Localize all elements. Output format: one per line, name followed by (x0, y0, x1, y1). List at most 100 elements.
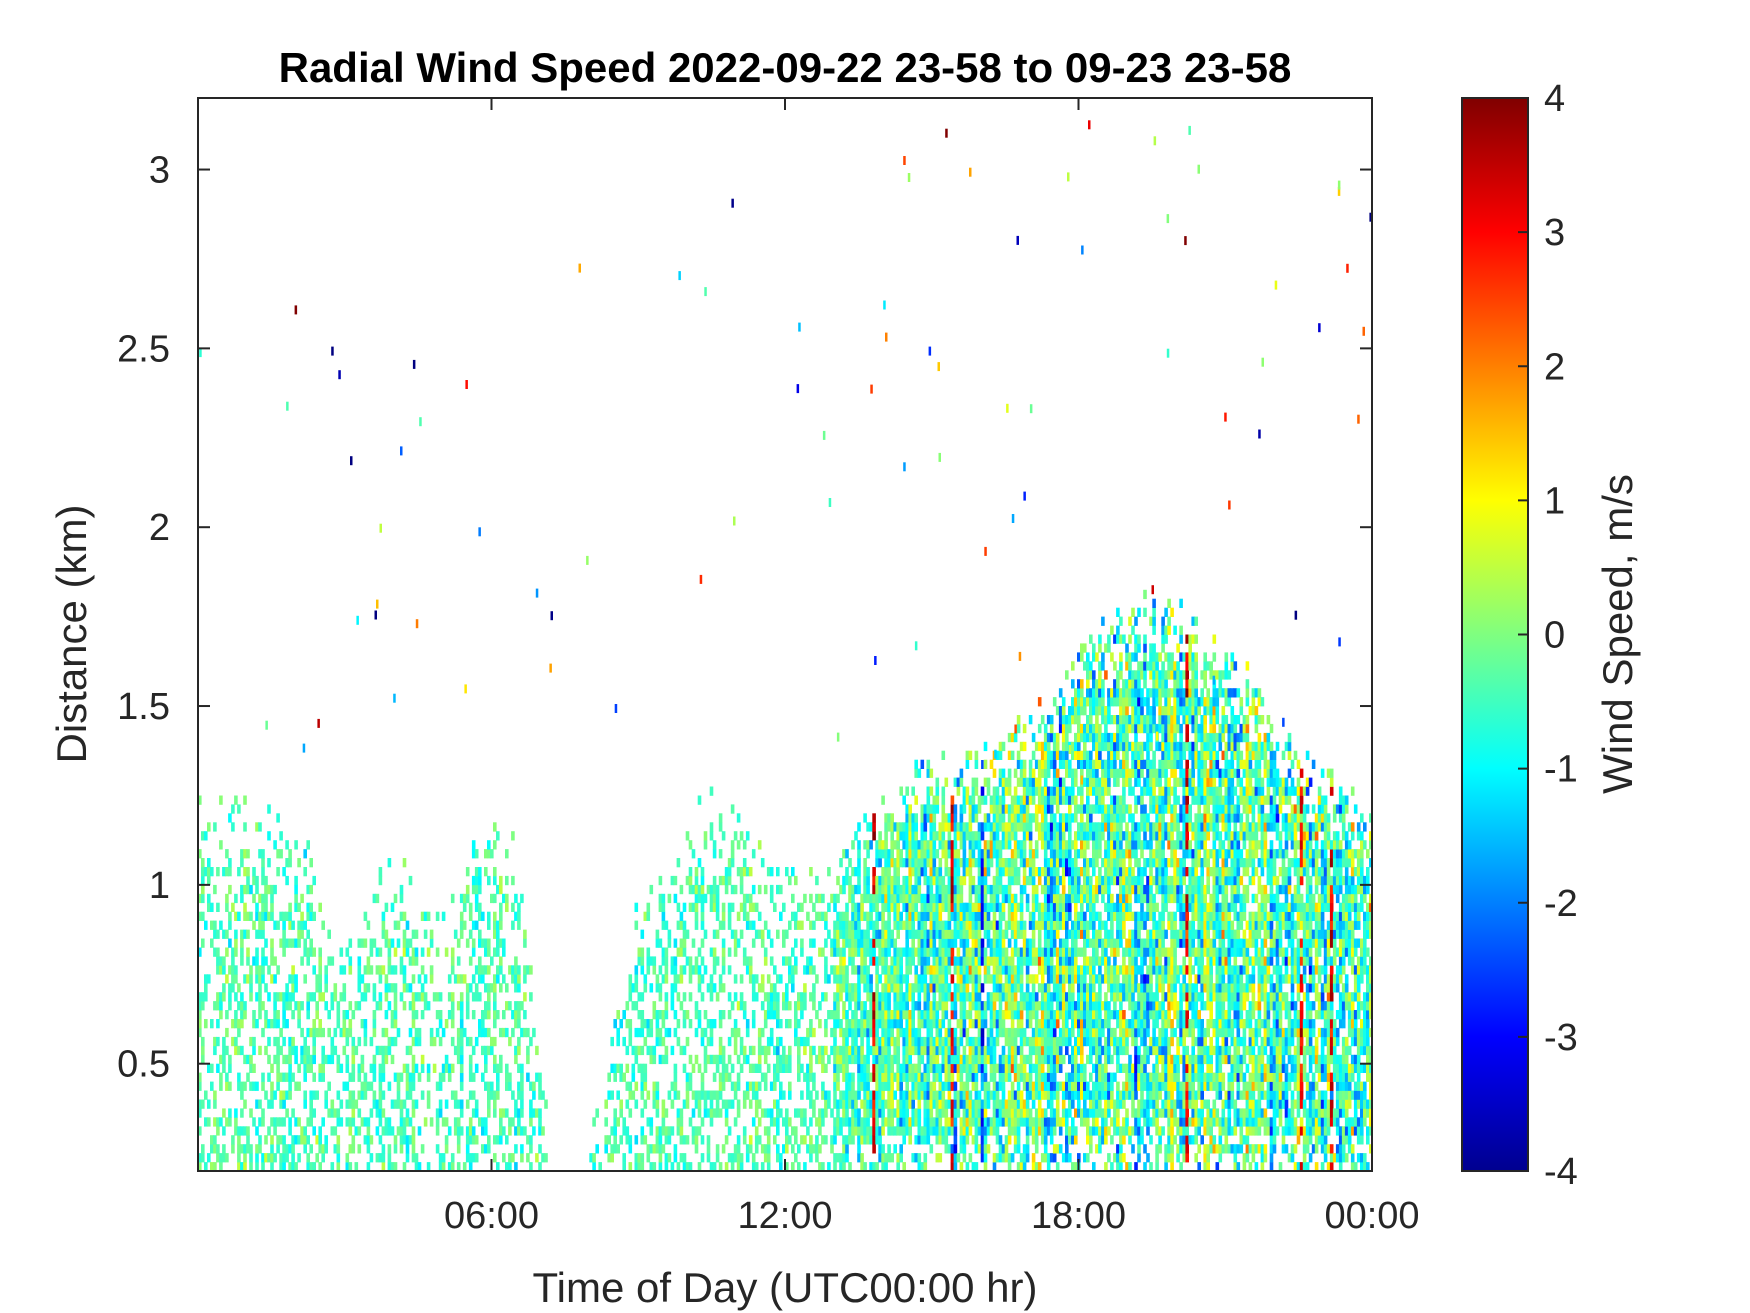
heatmap-cell (815, 875, 819, 886)
heatmap-cell (980, 1054, 985, 1065)
heatmap-cell (303, 1144, 307, 1154)
heatmap-cell (757, 1027, 762, 1038)
heatmap-cell (718, 1081, 723, 1091)
heatmap-cell (333, 1126, 338, 1136)
heatmap-cell (944, 1135, 949, 1145)
heatmap-cell (1025, 1126, 1030, 1136)
heatmap-cell (240, 1108, 244, 1118)
heatmap-cell (715, 1144, 720, 1154)
heatmap-cell (917, 1019, 922, 1029)
heatmap-cell (1034, 822, 1039, 832)
heatmap-cell (851, 920, 855, 930)
heatmap-cell (905, 813, 909, 823)
heatmap-cell (929, 768, 934, 778)
heatmap-cell (1055, 1036, 1060, 1047)
heatmap-cell (812, 1099, 816, 1109)
heatmap-cell (763, 1010, 768, 1020)
heatmap-cell (493, 1019, 497, 1029)
heatmap-cell (474, 992, 479, 1002)
heatmap-cell (932, 1036, 937, 1047)
heatmap-cell (968, 974, 973, 984)
heatmap-cell (246, 974, 250, 984)
heatmap-cell (646, 1027, 651, 1038)
heatmap-cell (273, 1054, 277, 1065)
heatmap-cell (435, 992, 440, 1002)
heatmap-cell (474, 920, 479, 930)
heatmap-cell (667, 938, 672, 948)
heatmap-cell (201, 858, 205, 868)
heatmap-cell (947, 813, 952, 823)
heatmap-cell (839, 983, 843, 993)
heatmap-cell (730, 884, 735, 895)
heatmap-cell (1013, 858, 1018, 868)
heatmap-cell (1022, 741, 1027, 752)
heatmap-cell (408, 1027, 413, 1038)
heatmap-cell (932, 974, 937, 984)
heatmap-cell (851, 867, 855, 877)
heatmap-cell (833, 938, 837, 948)
heatmap-cell (1010, 1090, 1015, 1100)
heatmap-cell (1034, 849, 1039, 859)
heatmap-cell (836, 992, 840, 1002)
heatmap-cell (938, 1027, 943, 1038)
heatmap-cell (917, 938, 922, 948)
heatmap-cell (616, 1036, 620, 1047)
heatmap-cell (312, 1162, 316, 1171)
heatmap-cell (751, 974, 756, 984)
heatmap-cell (285, 1108, 289, 1118)
heatmap-cell (986, 1081, 991, 1091)
heatmap-cell (821, 1054, 825, 1065)
heatmap-cell (1016, 849, 1021, 859)
heatmap-cell (465, 938, 470, 948)
heatmap-cell (402, 965, 407, 975)
heatmap-cell (462, 893, 467, 904)
heatmap-cell (1046, 822, 1051, 832)
heatmap-cell (1007, 911, 1012, 921)
heatmap-cell (878, 1054, 882, 1065)
heatmap-cell (980, 893, 985, 904)
heatmap-cell (863, 1001, 867, 1011)
heatmap-cell (983, 1045, 988, 1056)
heatmap-cell (730, 929, 735, 939)
heatmap-cell (249, 974, 253, 984)
heatmap-cell (682, 1135, 687, 1145)
heatmap-cell (769, 1108, 774, 1118)
heatmap-cell (959, 1027, 964, 1038)
heatmap-cell (857, 947, 861, 957)
heatmap-cell (920, 1126, 925, 1136)
heatmap-cell (456, 1126, 461, 1136)
heatmap-cell (261, 1072, 265, 1082)
heatmap-cell (1049, 1153, 1054, 1163)
heatmap-cell (745, 1144, 750, 1154)
heatmap-cell (700, 1081, 705, 1091)
heatmap-cell (517, 911, 521, 921)
heatmap-cell (1025, 893, 1030, 904)
heatmap-cell (297, 920, 301, 930)
heatmap-cell (971, 795, 976, 805)
heatmap-cell (848, 1135, 852, 1145)
heatmap-cell (923, 965, 928, 975)
heatmap-cell (1040, 1010, 1045, 1020)
heatmap-cell (1037, 1081, 1042, 1091)
heatmap-cell (974, 1063, 979, 1073)
heatmap-cell (730, 1001, 735, 1011)
heatmap-cell (757, 1135, 762, 1145)
heatmap-cell (998, 1099, 1003, 1109)
heatmap-cell (938, 1153, 943, 1163)
heatmap-cell (405, 1072, 410, 1082)
heatmap-cell (812, 1001, 816, 1011)
heatmap-cell (1022, 1153, 1027, 1163)
heatmap-cell (1013, 1135, 1018, 1145)
heatmap-cell (884, 1153, 888, 1163)
heatmap-cell (288, 1126, 292, 1136)
heatmap-cell (917, 1099, 922, 1109)
heatmap-cell (751, 1117, 756, 1127)
heatmap-cell (1034, 1036, 1039, 1047)
heatmap-cell (246, 1144, 250, 1154)
heatmap-cell (697, 1090, 702, 1100)
heatmap-cell (474, 1108, 479, 1118)
heatmap-cell (1013, 1099, 1018, 1109)
heatmap-cell (860, 1099, 864, 1109)
heatmap-cell (1052, 849, 1057, 859)
heatmap-cell (462, 1027, 467, 1038)
